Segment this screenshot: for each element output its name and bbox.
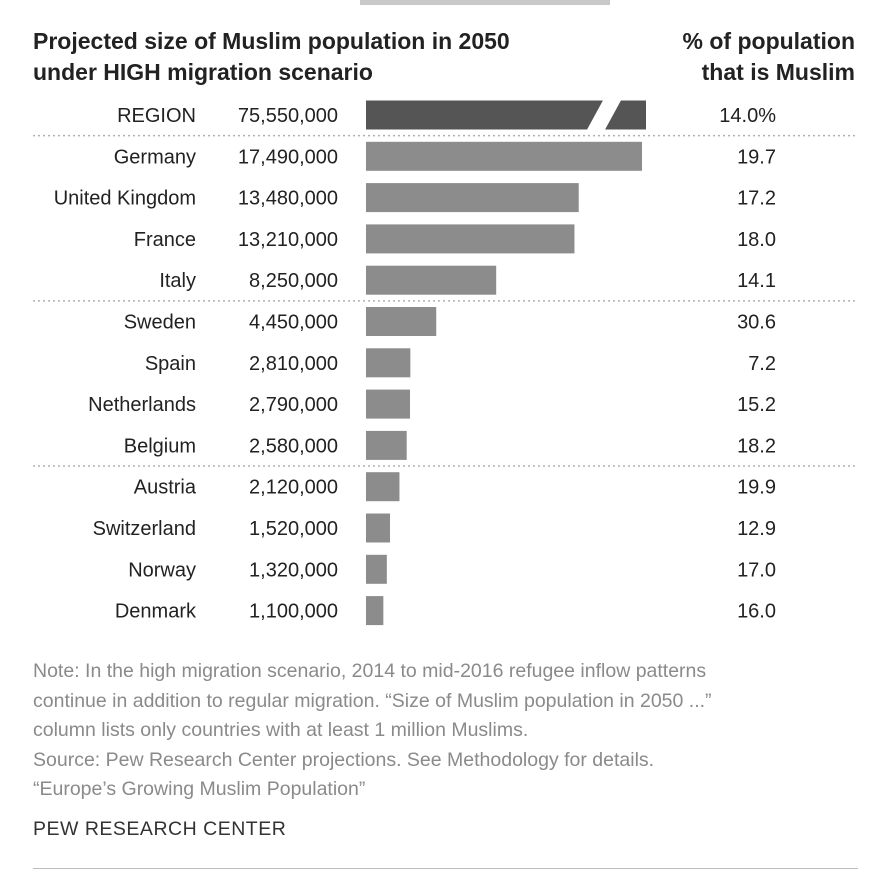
category-label: Sweden: [124, 312, 196, 334]
category-label: Spain: [145, 353, 196, 375]
brand-name: PEW RESEARCH CENTER: [33, 818, 287, 840]
value-label: 1,100,000: [249, 601, 338, 623]
pct-label: 19.9: [737, 477, 776, 499]
bar: [366, 224, 575, 254]
category-label: REGION: [117, 105, 196, 127]
pct-column-header-line1: % of population: [682, 28, 855, 54]
value-label: 2,120,000: [249, 477, 338, 499]
category-label: Germany: [114, 146, 196, 168]
category-label: Austria: [134, 477, 197, 499]
note-block: Note: In the high migration scenario, 20…: [33, 657, 853, 805]
bar: [366, 265, 497, 295]
pct-label: 19.7: [737, 146, 776, 168]
note-line: continue in addition to regular migratio…: [33, 689, 712, 712]
pct-label: 14.1: [737, 270, 776, 292]
bar: [366, 183, 579, 213]
pct-label: 16.0: [737, 601, 776, 623]
value-label: 1,520,000: [249, 518, 338, 540]
category-label: Belgium: [124, 435, 196, 457]
category-label: Switzerland: [93, 518, 196, 540]
pct-label: 17.0: [737, 559, 776, 581]
pct-label: 7.2: [748, 353, 776, 375]
chart-title-line1: Projected size of Muslim population in 2…: [33, 28, 510, 54]
bar-break-mark: [586, 98, 622, 132]
pct-label: 18.0: [737, 229, 776, 251]
bar: [366, 513, 390, 543]
category-label: Netherlands: [88, 394, 196, 416]
pct-label: 15.2: [737, 394, 776, 416]
category-label: United Kingdom: [54, 188, 196, 210]
value-label: 1,320,000: [249, 559, 338, 581]
chart-title: Projected size of Muslim population in 2…: [33, 26, 633, 88]
note-line: Note: In the high migration scenario, 20…: [33, 660, 707, 682]
value-label: 13,480,000: [238, 188, 338, 210]
category-label: France: [134, 229, 196, 251]
bar: [366, 348, 411, 378]
pct-column-header: % of population that is Muslim: [615, 26, 855, 88]
report-title-line: “Europe’s Growing Muslim Population”: [33, 778, 366, 800]
category-label: Italy: [159, 270, 196, 292]
bar: [366, 141, 642, 171]
category-label: Denmark: [115, 601, 197, 623]
value-label: 2,810,000: [249, 353, 338, 375]
value-label: 2,790,000: [249, 394, 338, 416]
top-rule: [360, 0, 610, 5]
pct-column-header-line2: that is Muslim: [701, 59, 855, 85]
pct-label: 14.0%: [719, 105, 776, 127]
bar: [366, 307, 437, 336]
source-line: Source: Pew Research Center projections.…: [33, 748, 655, 771]
value-label: 17,490,000: [238, 146, 338, 168]
bottom-rule: [33, 868, 858, 869]
pct-label: 18.2: [737, 435, 776, 457]
value-label: 4,450,000: [249, 312, 338, 334]
bar: [366, 472, 400, 502]
value-label: 75,550,000: [238, 105, 338, 127]
value-label: 2,580,000: [249, 435, 338, 457]
pct-label: 17.2: [737, 188, 776, 210]
bar-chart: REGION 75,550,000 14.0% Germany 17,490,000 19…: [33, 98, 858, 626]
value-label: 8,250,000: [249, 270, 338, 292]
bar: [366, 389, 411, 419]
chart-title-line2: under HIGH migration scenario: [33, 59, 373, 85]
value-label: 13,210,000: [238, 229, 338, 251]
bar: [366, 554, 387, 584]
note-line: column lists only countries with at leas…: [33, 719, 529, 741]
pct-label: 30.6: [737, 312, 776, 334]
bar: [366, 596, 384, 626]
pct-label: 12.9: [737, 518, 776, 540]
bar: [366, 430, 407, 460]
category-label: Norway: [128, 559, 196, 581]
